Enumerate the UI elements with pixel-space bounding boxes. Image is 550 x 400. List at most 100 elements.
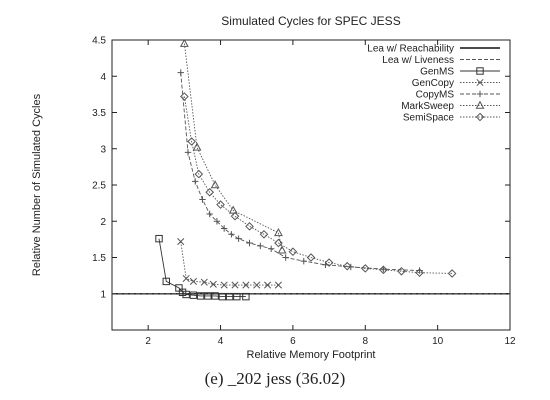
legend-marker-sample bbox=[476, 90, 484, 98]
series-layer bbox=[112, 40, 510, 301]
series-line-copyms bbox=[180, 72, 420, 272]
series-line-marksweep bbox=[183, 43, 283, 251]
data-point-gencopy bbox=[209, 280, 217, 288]
legend-item-gencopy: GenCopy bbox=[412, 78, 500, 89]
legend-item-genms: GenMS bbox=[420, 67, 500, 78]
y-axis-label: Relative Number of Simulated Cycles bbox=[31, 93, 43, 276]
data-point-copyms bbox=[206, 210, 213, 218]
series-copyms bbox=[177, 69, 423, 274]
data-point-copyms bbox=[192, 178, 199, 185]
legend-item-lea-w-reachability: Lea w/ Reachability bbox=[367, 44, 500, 55]
series-line-semispace bbox=[183, 96, 453, 274]
data-point-genms bbox=[189, 291, 198, 299]
y-tick-label: 4 bbox=[100, 72, 106, 83]
legend-item-semispace: SemiSpace bbox=[403, 113, 500, 124]
legend-label: Lea w/ Reachability bbox=[367, 44, 454, 55]
legend-marker-sample bbox=[476, 67, 484, 75]
data-point-copyms bbox=[282, 254, 289, 261]
data-point-marksweep bbox=[179, 40, 189, 47]
legend-label: GenCopy bbox=[412, 78, 454, 89]
data-point-copyms bbox=[300, 257, 307, 265]
data-point-marksweep bbox=[277, 245, 287, 254]
legend-marker-sample bbox=[476, 78, 484, 87]
data-point-gencopy bbox=[177, 237, 185, 246]
data-point-semispace bbox=[415, 268, 424, 278]
data-point-copyms bbox=[199, 196, 206, 203]
legend-label: SemiSpace bbox=[403, 113, 455, 124]
data-point-gencopy bbox=[182, 274, 190, 283]
chart-title: Simulated Cycles for SPEC JESS bbox=[221, 14, 400, 28]
data-point-semispace bbox=[259, 229, 269, 239]
data-point-gencopy bbox=[242, 281, 250, 289]
data-point-gencopy bbox=[200, 278, 208, 286]
y-tick-label: 3.5 bbox=[92, 108, 106, 119]
legend-label: MarkSweep bbox=[401, 101, 454, 112]
legend-marker-sample bbox=[475, 100, 485, 109]
data-point-copyms bbox=[177, 69, 184, 76]
data-point-gencopy bbox=[220, 281, 228, 289]
x-tick-label: 10 bbox=[432, 336, 444, 347]
data-point-genms bbox=[196, 292, 205, 300]
data-point-semispace bbox=[245, 222, 254, 231]
data-point-semispace bbox=[447, 269, 457, 278]
axis-ticks: 2 4 6 8 10 12 1 1.5 2 2.5 3 3.5 4 4.5 bbox=[92, 36, 516, 348]
data-point-copyms bbox=[416, 267, 423, 274]
data-point-copyms bbox=[228, 231, 235, 238]
data-point-gencopy bbox=[231, 281, 239, 289]
data-point-genms bbox=[155, 234, 163, 243]
data-point-semispace bbox=[288, 247, 298, 257]
x-tick-label: 2 bbox=[145, 336, 151, 347]
data-point-genms bbox=[242, 292, 250, 301]
data-point-marksweep bbox=[210, 180, 220, 189]
x-axis-label: Relative Memory Footprint bbox=[247, 349, 376, 361]
data-point-semispace bbox=[379, 265, 388, 275]
data-point-genms bbox=[204, 292, 212, 300]
data-point-semispace bbox=[324, 258, 334, 267]
data-point-copyms bbox=[380, 265, 387, 273]
data-point-semispace bbox=[230, 211, 240, 221]
data-point-semispace bbox=[194, 169, 204, 179]
series-genms bbox=[155, 234, 250, 301]
data-point-genms bbox=[182, 290, 190, 299]
data-point-gencopy bbox=[274, 281, 282, 289]
data-point-copyms bbox=[246, 239, 253, 247]
data-point-copyms bbox=[268, 245, 275, 252]
legend-label: Lea w/ Liveness bbox=[382, 55, 454, 66]
data-point-copyms bbox=[184, 149, 192, 156]
y-tick-label: 4.5 bbox=[92, 36, 106, 47]
legend-marker-sample bbox=[475, 112, 485, 122]
data-point-genms bbox=[211, 292, 219, 300]
data-point-gencopy bbox=[253, 281, 261, 289]
data-point-copyms bbox=[235, 235, 242, 242]
data-point-marksweep bbox=[228, 205, 238, 214]
data-point-genms bbox=[162, 277, 170, 286]
series-line-gencopy bbox=[180, 241, 279, 286]
data-point-marksweep bbox=[192, 142, 202, 151]
legend-label: GenMS bbox=[420, 67, 454, 78]
legend-item-copyms: CopyMS bbox=[416, 90, 500, 101]
series-semispace bbox=[180, 92, 457, 278]
data-point-genms bbox=[218, 292, 227, 301]
data-point-semispace bbox=[205, 187, 214, 197]
data-point-semispace bbox=[360, 264, 370, 273]
data-point-semispace bbox=[180, 92, 189, 101]
data-point-marksweep bbox=[273, 228, 283, 237]
figure-caption: (e) _202 jess (36.02) bbox=[205, 369, 346, 388]
x-tick-label: 4 bbox=[218, 336, 224, 347]
legend-item-marksweep: MarkSweep bbox=[401, 100, 500, 112]
legend-label: CopyMS bbox=[416, 90, 455, 101]
data-point-semispace bbox=[397, 266, 406, 276]
y-tick-label: 2.5 bbox=[92, 181, 106, 192]
data-point-semispace bbox=[187, 137, 196, 146]
data-point-gencopy bbox=[264, 281, 272, 289]
x-tick-label: 8 bbox=[362, 336, 368, 347]
data-point-semispace bbox=[306, 253, 316, 262]
y-tick-label: 2 bbox=[100, 217, 106, 228]
data-point-copyms bbox=[220, 225, 228, 232]
data-point-semispace bbox=[216, 200, 225, 209]
x-tick-label: 6 bbox=[290, 336, 296, 347]
y-tick-label: 1 bbox=[100, 289, 106, 300]
data-point-semispace bbox=[274, 238, 283, 248]
